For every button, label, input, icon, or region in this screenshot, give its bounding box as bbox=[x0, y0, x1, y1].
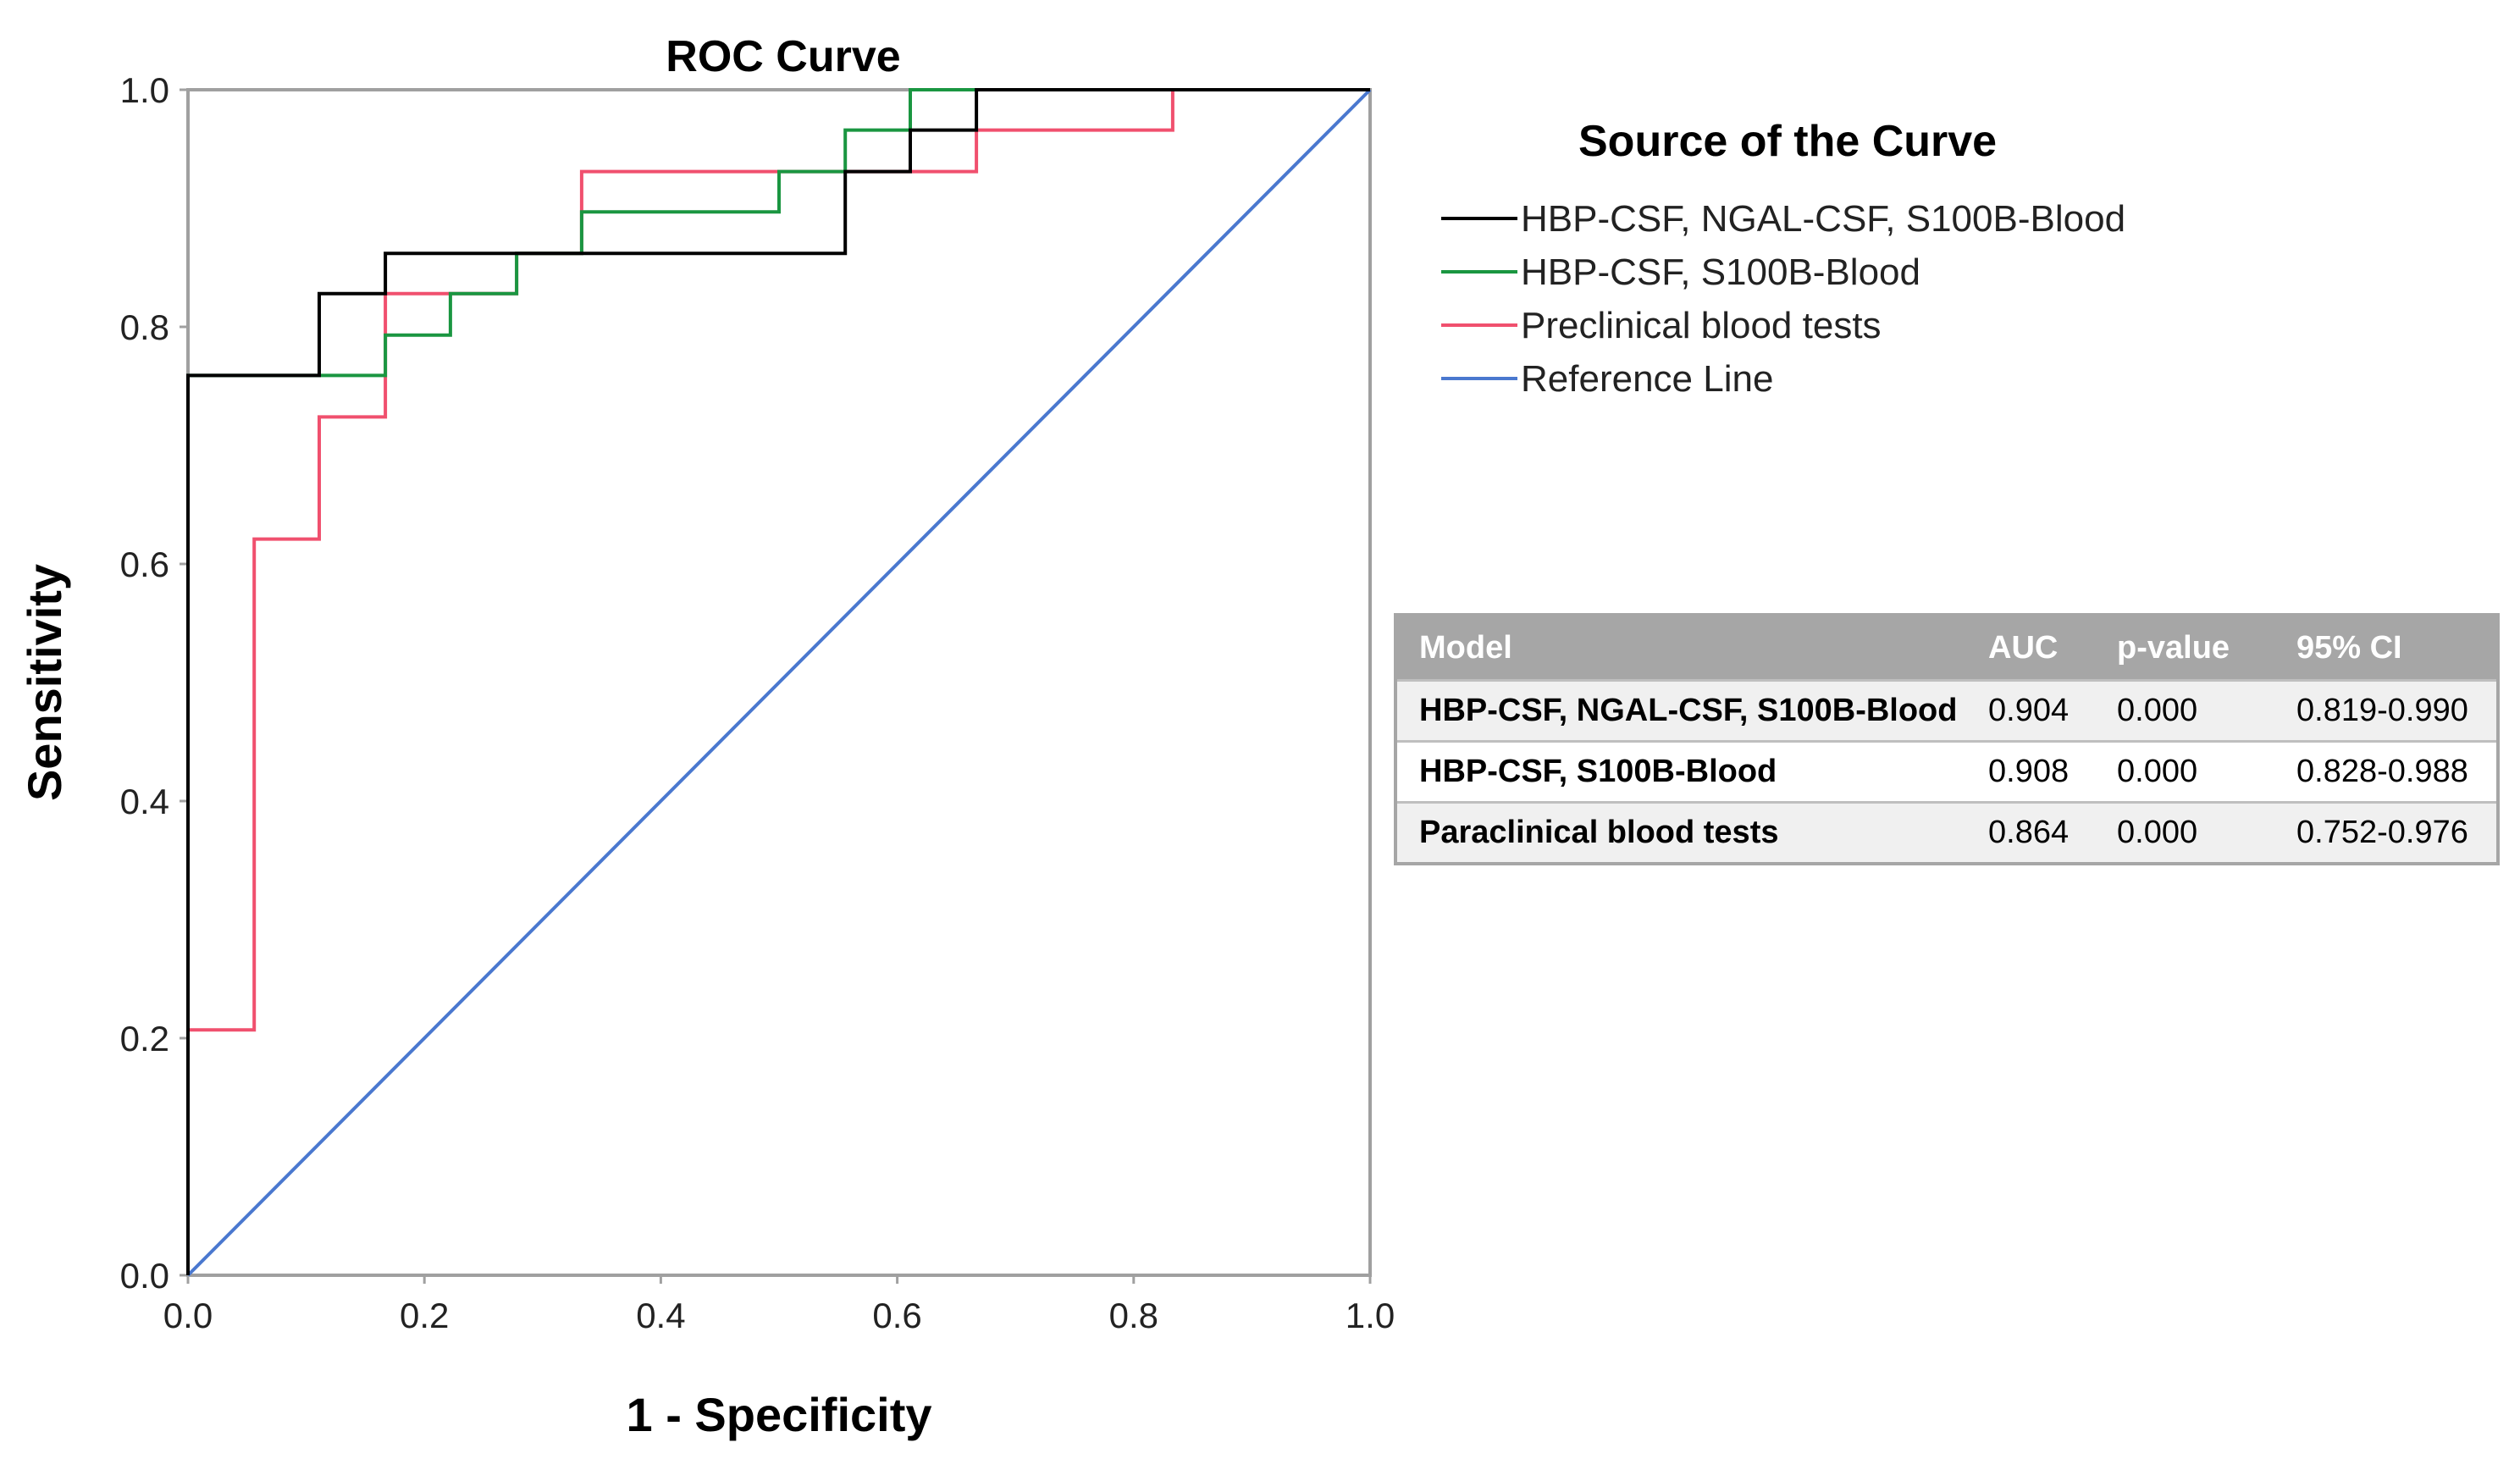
row-ci: 0.752-0.976 bbox=[2296, 815, 2468, 850]
table-header-row: Model AUC p-value 95% CI bbox=[1397, 616, 2496, 679]
x-tick-label: 0.6 bbox=[872, 1296, 921, 1335]
x-tick-label: 0.2 bbox=[400, 1296, 449, 1335]
y-tick-label: 0.2 bbox=[120, 1019, 169, 1058]
header-model: Model bbox=[1419, 629, 1512, 666]
header-auc: AUC bbox=[1988, 629, 2059, 666]
x-tick-label: 0.0 bbox=[163, 1296, 213, 1335]
series-lines bbox=[186, 88, 1372, 1277]
y-tick-label: 0.0 bbox=[120, 1256, 169, 1296]
chart-title: ROC Curve bbox=[666, 32, 900, 81]
x-tick-label: 0.8 bbox=[1109, 1296, 1158, 1335]
row-auc: 0.908 bbox=[1988, 754, 2070, 789]
row-p-value: 0.000 bbox=[2117, 693, 2198, 728]
row-model: Paraclinical blood tests bbox=[1419, 815, 1779, 850]
y-tick-label: 1.0 bbox=[120, 70, 169, 110]
row-model: HBP-CSF, S100B-Blood bbox=[1419, 754, 1777, 789]
legend-label: Reference Line bbox=[1521, 358, 1773, 400]
y-tick-label: 0.4 bbox=[120, 782, 169, 821]
y-axis-label: Sensitivity bbox=[18, 564, 71, 801]
legend-title: Source of the Curve bbox=[1578, 117, 1997, 166]
row-p-value: 0.000 bbox=[2117, 754, 2198, 789]
legend-label: HBP-CSF, NGAL-CSF, S100B-Blood bbox=[1521, 198, 2125, 240]
row-auc: 0.904 bbox=[1988, 693, 2070, 728]
header-ci: 95% CI bbox=[2296, 629, 2402, 666]
y-tick-label: 0.8 bbox=[120, 307, 169, 347]
y-tick-label: 0.6 bbox=[120, 544, 169, 584]
row-auc: 0.864 bbox=[1988, 815, 2070, 850]
x-tick-label: 0.4 bbox=[636, 1296, 685, 1335]
row-model: HBP-CSF, NGAL-CSF, S100B-Blood bbox=[1419, 693, 1958, 728]
table-row: HBP-CSF, S100B-Blood 0.908 0.000 0.828-0… bbox=[1397, 740, 2496, 801]
x-tick-label: 1.0 bbox=[1346, 1296, 1395, 1335]
table-row: HBP-CSF, NGAL-CSF, S100B-Blood 0.904 0.0… bbox=[1397, 679, 2496, 740]
x-axis-ticks: 0.0 0.2 0.4 0.6 0.8 1.0 bbox=[163, 1275, 1395, 1335]
row-ci: 0.828-0.988 bbox=[2296, 754, 2468, 789]
table-row: Paraclinical blood tests 0.864 0.000 0.7… bbox=[1397, 801, 2496, 862]
row-ci: 0.819-0.990 bbox=[2296, 693, 2468, 728]
legend-label: Preclinical blood tests bbox=[1521, 305, 1882, 346]
header-p-value: p-value bbox=[2117, 629, 2230, 666]
y-axis-ticks: 0.0 0.2 0.4 0.6 0.8 1.0 bbox=[120, 70, 188, 1296]
auc-table: Model AUC p-value 95% CI HBP-CSF, NGAL-C… bbox=[1394, 613, 2500, 865]
series-line-hbp-csf-ngal-csf-s100b-blood bbox=[186, 88, 1370, 1275]
legend: HBP-CSF, NGAL-CSF, S100B-Blood HBP-CSF, S… bbox=[1441, 198, 2125, 400]
series-line-reference-line bbox=[186, 88, 1372, 1277]
legend-label: HBP-CSF, S100B-Blood bbox=[1521, 251, 1920, 293]
row-p-value: 0.000 bbox=[2117, 815, 2198, 850]
x-axis-label: 1 - Specificity bbox=[626, 1388, 931, 1441]
